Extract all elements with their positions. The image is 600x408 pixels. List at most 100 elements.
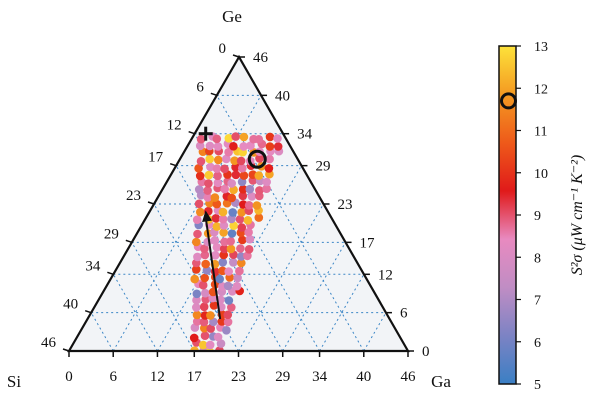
grid-line-si	[131, 242, 195, 352]
data-point	[201, 259, 210, 269]
data-point	[224, 267, 233, 276]
data-point	[254, 213, 264, 222]
data-point	[216, 339, 226, 348]
tick-label-ga: 46	[401, 369, 417, 385]
data-point	[239, 142, 248, 151]
colorbar-tick-label: 6	[534, 336, 541, 351]
data-point	[194, 199, 204, 209]
data-point	[195, 141, 205, 151]
tick-label-ga: 0	[65, 369, 73, 385]
colorbar: 5 6 7 8 9 10 11 12 13 S²σ (μW cm⁻¹ K⁻²)	[498, 40, 586, 393]
data-point	[227, 179, 236, 188]
tick-left	[62, 348, 70, 352]
data-point	[239, 132, 249, 142]
data-point	[243, 216, 253, 225]
colorbar-circle-marker	[500, 92, 517, 110]
vertex-label-ga: Ga	[431, 372, 451, 391]
data-point	[265, 142, 275, 151]
data-point	[238, 185, 248, 194]
data-point	[254, 171, 264, 180]
data-point	[237, 258, 246, 268]
data-point	[213, 171, 222, 181]
data-point	[224, 147, 233, 157]
data-point	[205, 340, 215, 350]
grid-line-si	[90, 312, 114, 352]
data-point	[203, 193, 213, 202]
tick-label-si: 17	[148, 150, 164, 166]
data-point	[192, 295, 201, 305]
data-point	[232, 281, 242, 291]
data-point	[203, 186, 212, 195]
data-point	[192, 317, 202, 326]
data-point	[200, 331, 210, 341]
data-point	[210, 193, 220, 202]
data-point	[194, 164, 203, 173]
data-point	[235, 215, 245, 224]
data-point	[192, 265, 201, 274]
data-point	[211, 214, 221, 223]
data-point	[273, 134, 282, 143]
tick-label-ge: 0	[422, 344, 430, 360]
vertex-label-ge: Ge	[222, 7, 242, 26]
tick-label-ga: 23	[231, 369, 246, 385]
data-point	[196, 157, 206, 166]
data-point	[213, 178, 223, 188]
colorbar-tick-label: 12	[534, 82, 548, 97]
vertex-labels: Ge Si Ga	[7, 7, 451, 391]
data-point	[203, 237, 212, 247]
data-point	[262, 184, 271, 193]
data-point	[255, 186, 264, 195]
data-point	[210, 236, 220, 245]
tick-label-ge: 6	[400, 306, 408, 322]
data-point	[224, 134, 234, 143]
data-point	[227, 229, 237, 238]
data-point	[230, 156, 239, 165]
data-point	[255, 154, 264, 163]
data-point	[205, 141, 215, 151]
data-point	[238, 191, 248, 201]
tick-label-si: 23	[126, 188, 141, 204]
data-point	[206, 311, 215, 320]
tick-label-ge: 12	[378, 267, 393, 283]
data-point	[220, 184, 229, 194]
data-point	[227, 193, 236, 203]
tick-left	[210, 92, 218, 97]
data-point	[201, 295, 210, 304]
data-point	[244, 245, 254, 254]
tick-label-ga: 29	[275, 369, 290, 385]
tick-label-ge: 23	[338, 197, 353, 213]
data-point	[236, 156, 246, 166]
tick-label-ge: 17	[360, 235, 376, 251]
data-point	[199, 302, 209, 312]
colorbar-tick-label: 11	[534, 125, 547, 140]
data-point	[245, 184, 255, 194]
data-point	[227, 214, 236, 224]
data-point	[236, 252, 246, 261]
data-point	[229, 221, 238, 230]
markers-layer	[198, 126, 267, 320]
data-point	[204, 179, 213, 188]
data-point	[231, 170, 241, 180]
tick-label-ge: 29	[315, 159, 330, 175]
data-point	[264, 164, 274, 173]
data-point	[231, 162, 240, 172]
tick-left	[147, 201, 155, 205]
data-point	[205, 154, 214, 164]
data-point	[205, 347, 215, 351]
tick-layer: 0006661212121717172323232929293434344040…	[41, 41, 430, 385]
data-point	[189, 333, 199, 343]
data-point	[212, 222, 222, 231]
data-point	[206, 162, 215, 172]
tick-label-ga: 40	[356, 369, 371, 385]
tick-label-ga: 12	[150, 369, 165, 385]
data-point	[237, 223, 247, 232]
data-point	[218, 258, 228, 267]
data-point	[273, 142, 283, 151]
trend-arrow-shaft	[204, 216, 222, 320]
data-point	[194, 185, 204, 194]
tick-left	[84, 309, 92, 314]
data-point	[265, 132, 275, 142]
data-point	[254, 135, 264, 144]
data-point	[192, 303, 201, 312]
grid-line-ga	[238, 203, 324, 352]
